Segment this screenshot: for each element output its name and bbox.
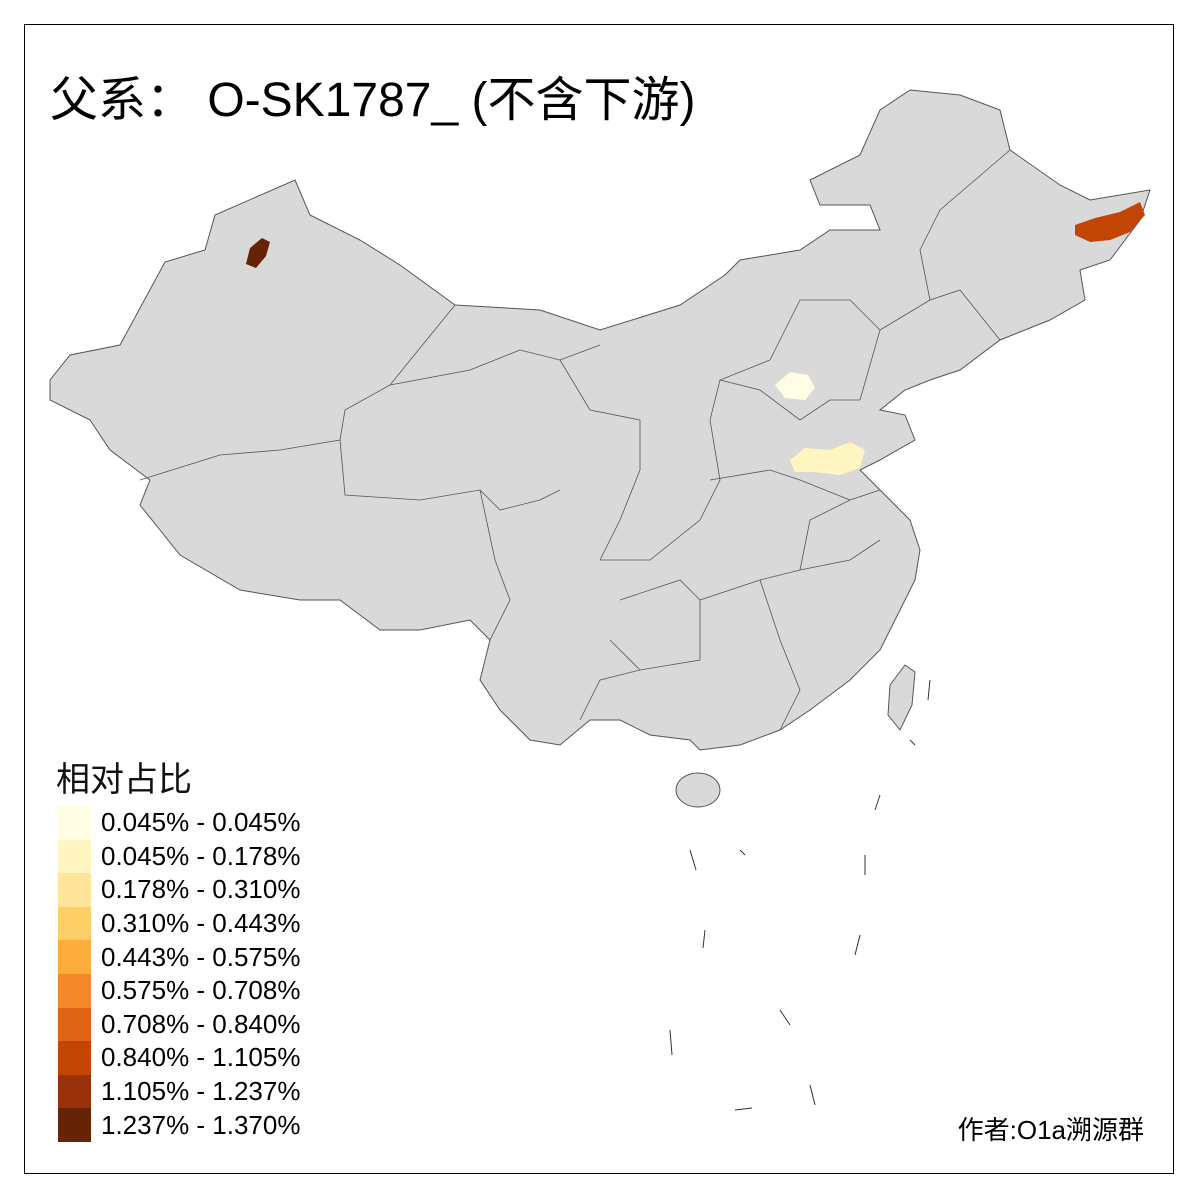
province-borders	[139, 149, 1011, 731]
taiwan-island	[887, 664, 916, 731]
region-shandong-highlight	[790, 442, 865, 475]
region-hebei-highlight	[775, 372, 815, 400]
author-credit: 作者:O1a溯源群	[957, 1115, 1144, 1145]
legend-label: 0.310% - 0.443%	[101, 908, 301, 939]
legend-swatch	[58, 1074, 91, 1109]
legend: 0.045% - 0.045% 0.045% - 0.178% 0.178% - 0…	[58, 806, 300, 1142]
legend-item: 0.178% - 0.310%	[58, 873, 300, 907]
legend-label: 1.105% - 1.237%	[101, 1076, 301, 1107]
hainan-island	[675, 772, 721, 808]
legend-label: 0.840% - 1.105%	[101, 1042, 301, 1073]
map-title: 父系： O-SK1787_ (不含下游)	[50, 74, 696, 127]
legend-item: 0.310% - 0.443%	[58, 906, 301, 941]
legend-item: 1.105% - 1.237%	[58, 1074, 301, 1109]
legend-label: 0.045% - 0.045%	[101, 807, 301, 838]
legend-swatch	[58, 973, 91, 1008]
legend-label: 0.708% - 0.840%	[101, 1008, 301, 1039]
region-heilongjiang-highlight	[1075, 202, 1145, 242]
legend-label: 1.237% - 1.370%	[101, 1109, 301, 1140]
legend-label: 0.443% - 0.575%	[101, 941, 301, 972]
legend-item: 0.708% - 0.840%	[58, 1007, 301, 1042]
legend-item: 0.045% - 0.178%	[58, 839, 301, 874]
region-xinjiang-highlight	[246, 238, 270, 268]
legend-swatch	[58, 940, 91, 974]
legend-item: 0.840% - 1.105%	[58, 1041, 300, 1075]
legend-swatch	[58, 1007, 91, 1042]
legend-item: 1.237% - 1.370%	[58, 1108, 300, 1142]
legend-item: 0.045% - 0.045%	[58, 806, 300, 840]
legend-item: 0.443% - 0.575%	[58, 940, 300, 974]
china-mainland	[49, 89, 1151, 751]
legend-swatch	[58, 1108, 91, 1142]
legend-title: 相对占比	[56, 760, 192, 800]
legend-label: 0.575% - 0.708%	[101, 975, 301, 1006]
south-sea-islands	[669, 679, 931, 1111]
legend-label: 0.178% - 0.310%	[101, 874, 301, 905]
legend-swatch	[58, 873, 91, 907]
legend-swatch	[58, 839, 91, 874]
plot-frame	[24, 24, 1174, 1174]
legend-swatch	[58, 906, 91, 941]
legend-item: 0.575% - 0.708%	[58, 973, 301, 1008]
legend-label: 0.045% - 0.178%	[101, 840, 301, 871]
legend-swatch	[58, 806, 91, 840]
legend-swatch	[58, 1041, 91, 1075]
